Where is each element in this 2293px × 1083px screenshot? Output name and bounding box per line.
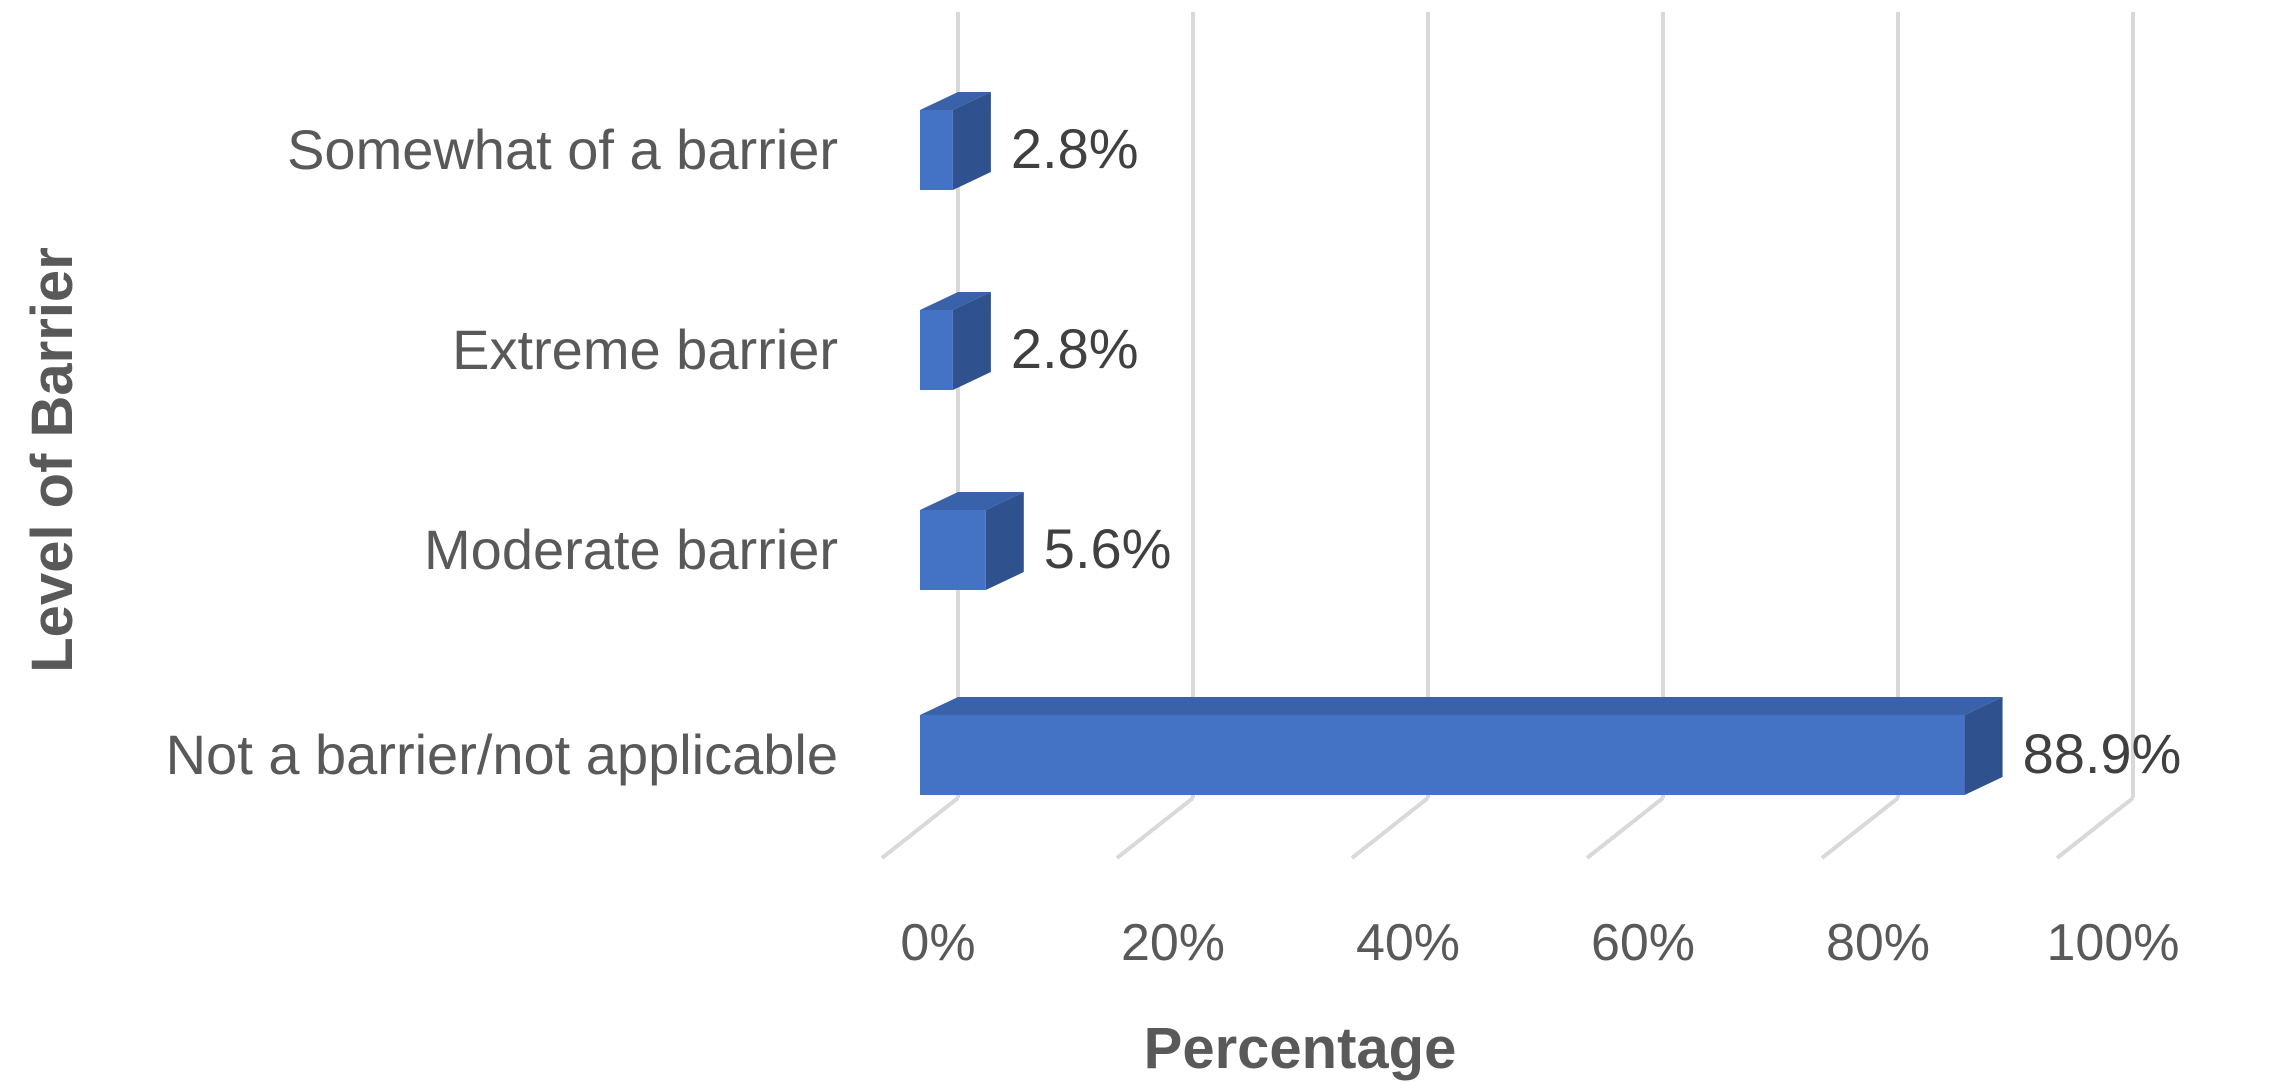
y-axis-title: Level of Barrier xyxy=(20,247,85,673)
labels: 0% 20% 40% 60% 80% 100% Somewhat of a barrier 2… xyxy=(166,117,2182,972)
bar xyxy=(920,715,1965,795)
category-label: Not a barrier/not applicable xyxy=(166,723,838,786)
bar-top-face xyxy=(920,697,2003,715)
data-label: 88.9% xyxy=(2023,722,2182,785)
x-tick-label: 40% xyxy=(1356,914,1460,972)
floor-gridline xyxy=(880,796,960,860)
x-tick-label: 60% xyxy=(1591,914,1695,972)
bar-top-face xyxy=(920,292,991,310)
bar-side-face xyxy=(952,292,991,390)
x-tick-label: 0% xyxy=(900,914,975,972)
x-axis-title: Percentage xyxy=(1144,1016,1457,1081)
floor-gridline xyxy=(1115,796,1195,860)
x-tick-label: 100% xyxy=(2047,914,2180,972)
data-label: 5.6% xyxy=(1044,517,1172,580)
floor-gridline xyxy=(1585,796,1665,860)
bar xyxy=(920,510,986,590)
floor-gridline xyxy=(2055,796,2135,860)
x-tick-label: 80% xyxy=(1826,914,1930,972)
bar xyxy=(920,310,953,390)
bar-side-face xyxy=(952,92,991,190)
bars xyxy=(920,92,2003,795)
bar-side-face xyxy=(985,492,1024,590)
bar xyxy=(920,110,953,190)
floor-gridline xyxy=(1350,796,1430,860)
category-label: Moderate barrier xyxy=(424,518,838,581)
data-label: 2.8% xyxy=(1011,317,1139,380)
bar-top-face xyxy=(920,92,991,110)
x-tick-label: 20% xyxy=(1121,914,1225,972)
data-label: 2.8% xyxy=(1011,117,1139,180)
category-label: Somewhat of a barrier xyxy=(287,118,838,181)
bar-top-face xyxy=(920,492,1024,510)
floor-gridline xyxy=(1820,796,1900,860)
grid-lines xyxy=(880,12,2135,860)
bar-side-face xyxy=(1964,697,2003,795)
category-label: Extreme barrier xyxy=(452,318,838,381)
